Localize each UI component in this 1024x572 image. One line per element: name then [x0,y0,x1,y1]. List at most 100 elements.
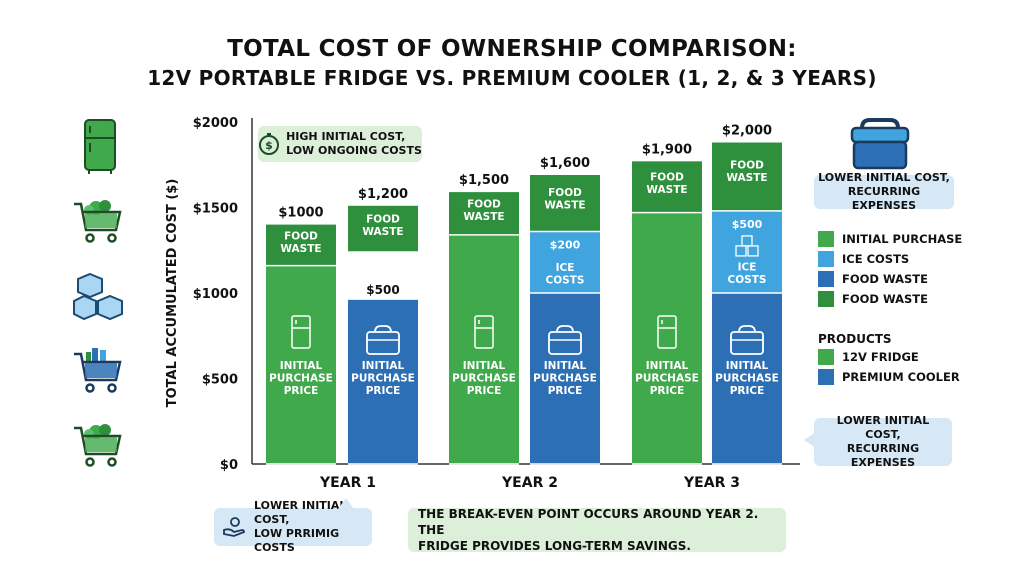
segment-label: PURCHASE [715,373,779,385]
legend-swatch [818,349,834,365]
segment-label: PURCHASE [635,373,699,385]
legend-label: PREMIUM COOLER [842,370,960,384]
chart-title-line-1: TOTAL COST OF OWNERSHIP COMPARISON: [227,36,797,62]
bar-segment-fridge-initial [266,265,336,464]
bar-segment-cooler-initial [712,293,782,464]
segment-label: ICE [738,261,757,273]
legend-label: 12V FRIDGE [842,350,919,364]
segment-label: FOOD [467,198,501,210]
segment-label: WASTE [544,200,585,212]
segment-label: WASTE [362,226,403,238]
legend-swatch [818,369,834,385]
legend-label: FOOD WASTE [842,272,929,286]
cooler-bottom-callout: LOWER INITIAL COST, RECURRING EXPENSES [814,414,952,469]
bar-segment-cooler-initial [348,299,418,464]
segment-label: WASTE [726,172,767,184]
legend-12v-fridge: 12V FRIDGE [818,348,919,366]
cooler-bottom-callout-text: LOWER INITIAL COST, RECURRING EXPENSES [836,414,930,469]
legend-swatch [818,251,834,267]
segment-label: COSTS [546,274,585,286]
bar-segment-food-waste [632,161,702,213]
legend-ice-costs: ICE COSTS [818,250,909,268]
cooler-icon-handle [738,325,756,333]
bar-total-label: $1,600 [540,156,590,171]
segment-label: INITIAL [726,360,769,372]
x-tick-label: YEAR 1 [319,475,376,491]
bar-total-label: $1,500 [459,173,509,188]
segment-label: PURCHASE [351,373,415,385]
legend-products-heading: PRODUCTS [818,332,892,346]
y-tick-label: $1500 [193,202,238,217]
segment-label: PRICE [548,385,583,397]
bar-total-label: $1,900 [642,142,692,157]
legend-food-waste-blue: FOOD WASTE [818,270,928,288]
y-tick-label: $0 [220,458,238,473]
ice-value-label: $200 [550,238,581,251]
legend-label: ICE COSTS [842,252,910,266]
segment-label: PRICE [284,385,319,397]
x-tick-label: YEAR 3 [683,475,740,491]
green-cart-icon [74,200,122,243]
segment-label: FOOD [650,171,684,183]
legend-premium-cooler: PREMIUM COOLER [818,368,960,386]
ice-cubes-icon [73,272,123,321]
year1-callout: LOWER INITIAL COST, LOW PRRIMIG COSTS [214,499,372,554]
bar-segment-food-waste [266,224,336,266]
segment-label: ICE [556,262,575,274]
x-tick-label: YEAR 2 [501,475,558,491]
segment-label: INITIAL [280,360,323,372]
ice-icon [747,245,759,257]
cooler-icon [366,331,400,355]
cooler-icon [850,118,910,170]
bar-segment-fridge-initial [449,234,519,464]
segment-label: FOOD [730,160,764,172]
fridge-icon [474,315,494,349]
ice-icon [735,245,747,257]
bar-segment-cooler-initial [530,293,600,464]
segment-label: PURCHASE [533,373,597,385]
bar-segment-ice [712,210,782,293]
value-label: $500 [366,283,399,297]
blue-cart-icon [74,348,122,393]
bar-segment-ice [530,231,600,293]
cooler-top-callout-text: LOWER INITIAL COST, RECURRING EXPENSES [818,171,950,212]
cooler-icon-handle [374,325,392,333]
svg-text:$: $ [265,139,273,152]
fridge-callout-text: HIGH INITIAL COST, LOW ONGOING COSTS [286,130,422,157]
breakeven-callout-text: THE BREAK-EVEN POINT OCCURS AROUND YEAR … [418,507,759,553]
legend-label: INITIAL PURCHASE [842,232,963,246]
segment-label: INITIAL [362,360,405,372]
legend-food-waste-green: FOOD WASTE [818,290,928,308]
fridge-icon [84,119,116,174]
segment-label: PRICE [467,385,502,397]
segment-label: PRICE [730,385,765,397]
ice-value-label: $500 [732,218,763,231]
callout-pointer-up [338,498,354,509]
fridge-callout: $ HIGH INITIAL COST, LOW ONGOING COSTS [258,126,422,162]
segment-label: FOOD [366,214,400,226]
fridge-icon [291,315,311,349]
ice-icon [741,235,753,247]
money-timer-icon: $ [259,133,280,155]
legend-swatch [818,291,834,307]
segment-label: WASTE [646,184,687,196]
segment-label: WASTE [280,243,321,255]
y-tick-label: $2000 [193,116,238,131]
chart-title-line-2: 12V PORTABLE FRIDGE VS. PREMIUM COOLER (… [147,66,877,90]
bar-segment-food-waste [530,175,600,232]
bar-segment-fridge-initial [632,212,702,464]
green-cart-icon-2 [74,424,122,467]
bar-total-label: $2,000 [722,124,772,139]
hand-coin-icon [223,517,245,537]
bar-segment-food-waste [348,205,418,252]
bar-segment-food-waste [712,142,782,211]
segment-label: WASTE [463,211,504,223]
cooler-icon [548,331,582,355]
y-tick-label: $500 [202,373,238,388]
segment-label: PURCHASE [269,373,333,385]
segment-label: INITIAL [646,360,689,372]
legend-initial-purchase: INITIAL PURCHASE [818,230,962,248]
fridge-icon [657,315,677,349]
cooler-icon-handle [556,325,574,333]
